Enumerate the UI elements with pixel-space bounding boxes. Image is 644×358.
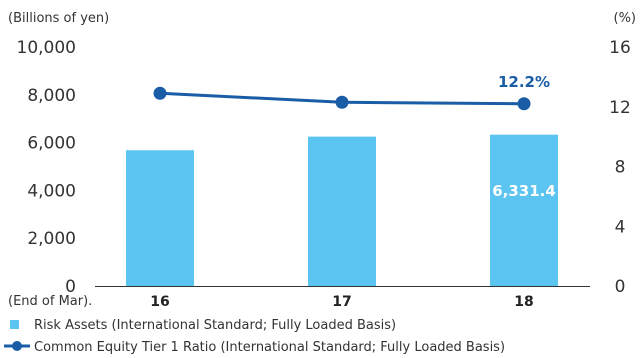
cet1-ratio-data-label: 12.2%	[498, 73, 550, 91]
legend-risk-assets: Risk Assets (International Standard; Ful…	[34, 318, 396, 333]
x-axis-prefix-label: (End of Mar).	[8, 294, 92, 309]
right-axis-tick-label: 16	[609, 38, 631, 58]
risk-assets-bar	[126, 150, 194, 286]
left-axis-unit-label: (Billions of yen)	[8, 11, 109, 26]
left-axis-tick-label: 4,000	[27, 181, 76, 201]
legend-line-marker	[12, 341, 22, 351]
right-axis-tick-label: 0	[615, 277, 626, 297]
right-axis-unit-label: (%)	[614, 11, 637, 26]
left-axis-tick-label: 2,000	[27, 229, 76, 249]
right-axis-tick-label: 12	[609, 98, 631, 118]
cet1-ratio-point	[153, 86, 167, 100]
left-axis-tick-label: 8,000	[27, 86, 76, 106]
cet1-ratio-point	[335, 95, 349, 109]
right-axis-tick-label: 8	[615, 158, 626, 178]
x-axis-tick-label: 17	[332, 294, 351, 310]
left-axis-tick-label: 10,000	[17, 38, 76, 58]
legend-cet1-ratio: Common Equity Tier 1 Ratio (Internationa…	[34, 340, 505, 355]
x-axis-tick-label: 16	[150, 294, 169, 310]
risk-assets-bar	[308, 136, 376, 286]
left-axis-tick-label: 6,000	[27, 134, 76, 154]
risk-assets-data-label: 6,331.4	[492, 182, 556, 200]
risk-assets-bar	[490, 134, 558, 286]
left-axis-tick-label: 0	[65, 277, 76, 297]
cet1-ratio-point	[517, 97, 531, 111]
right-axis-tick-label: 4	[615, 217, 626, 237]
x-axis-tick-label: 18	[514, 294, 533, 310]
legend-bar-swatch	[10, 320, 19, 329]
